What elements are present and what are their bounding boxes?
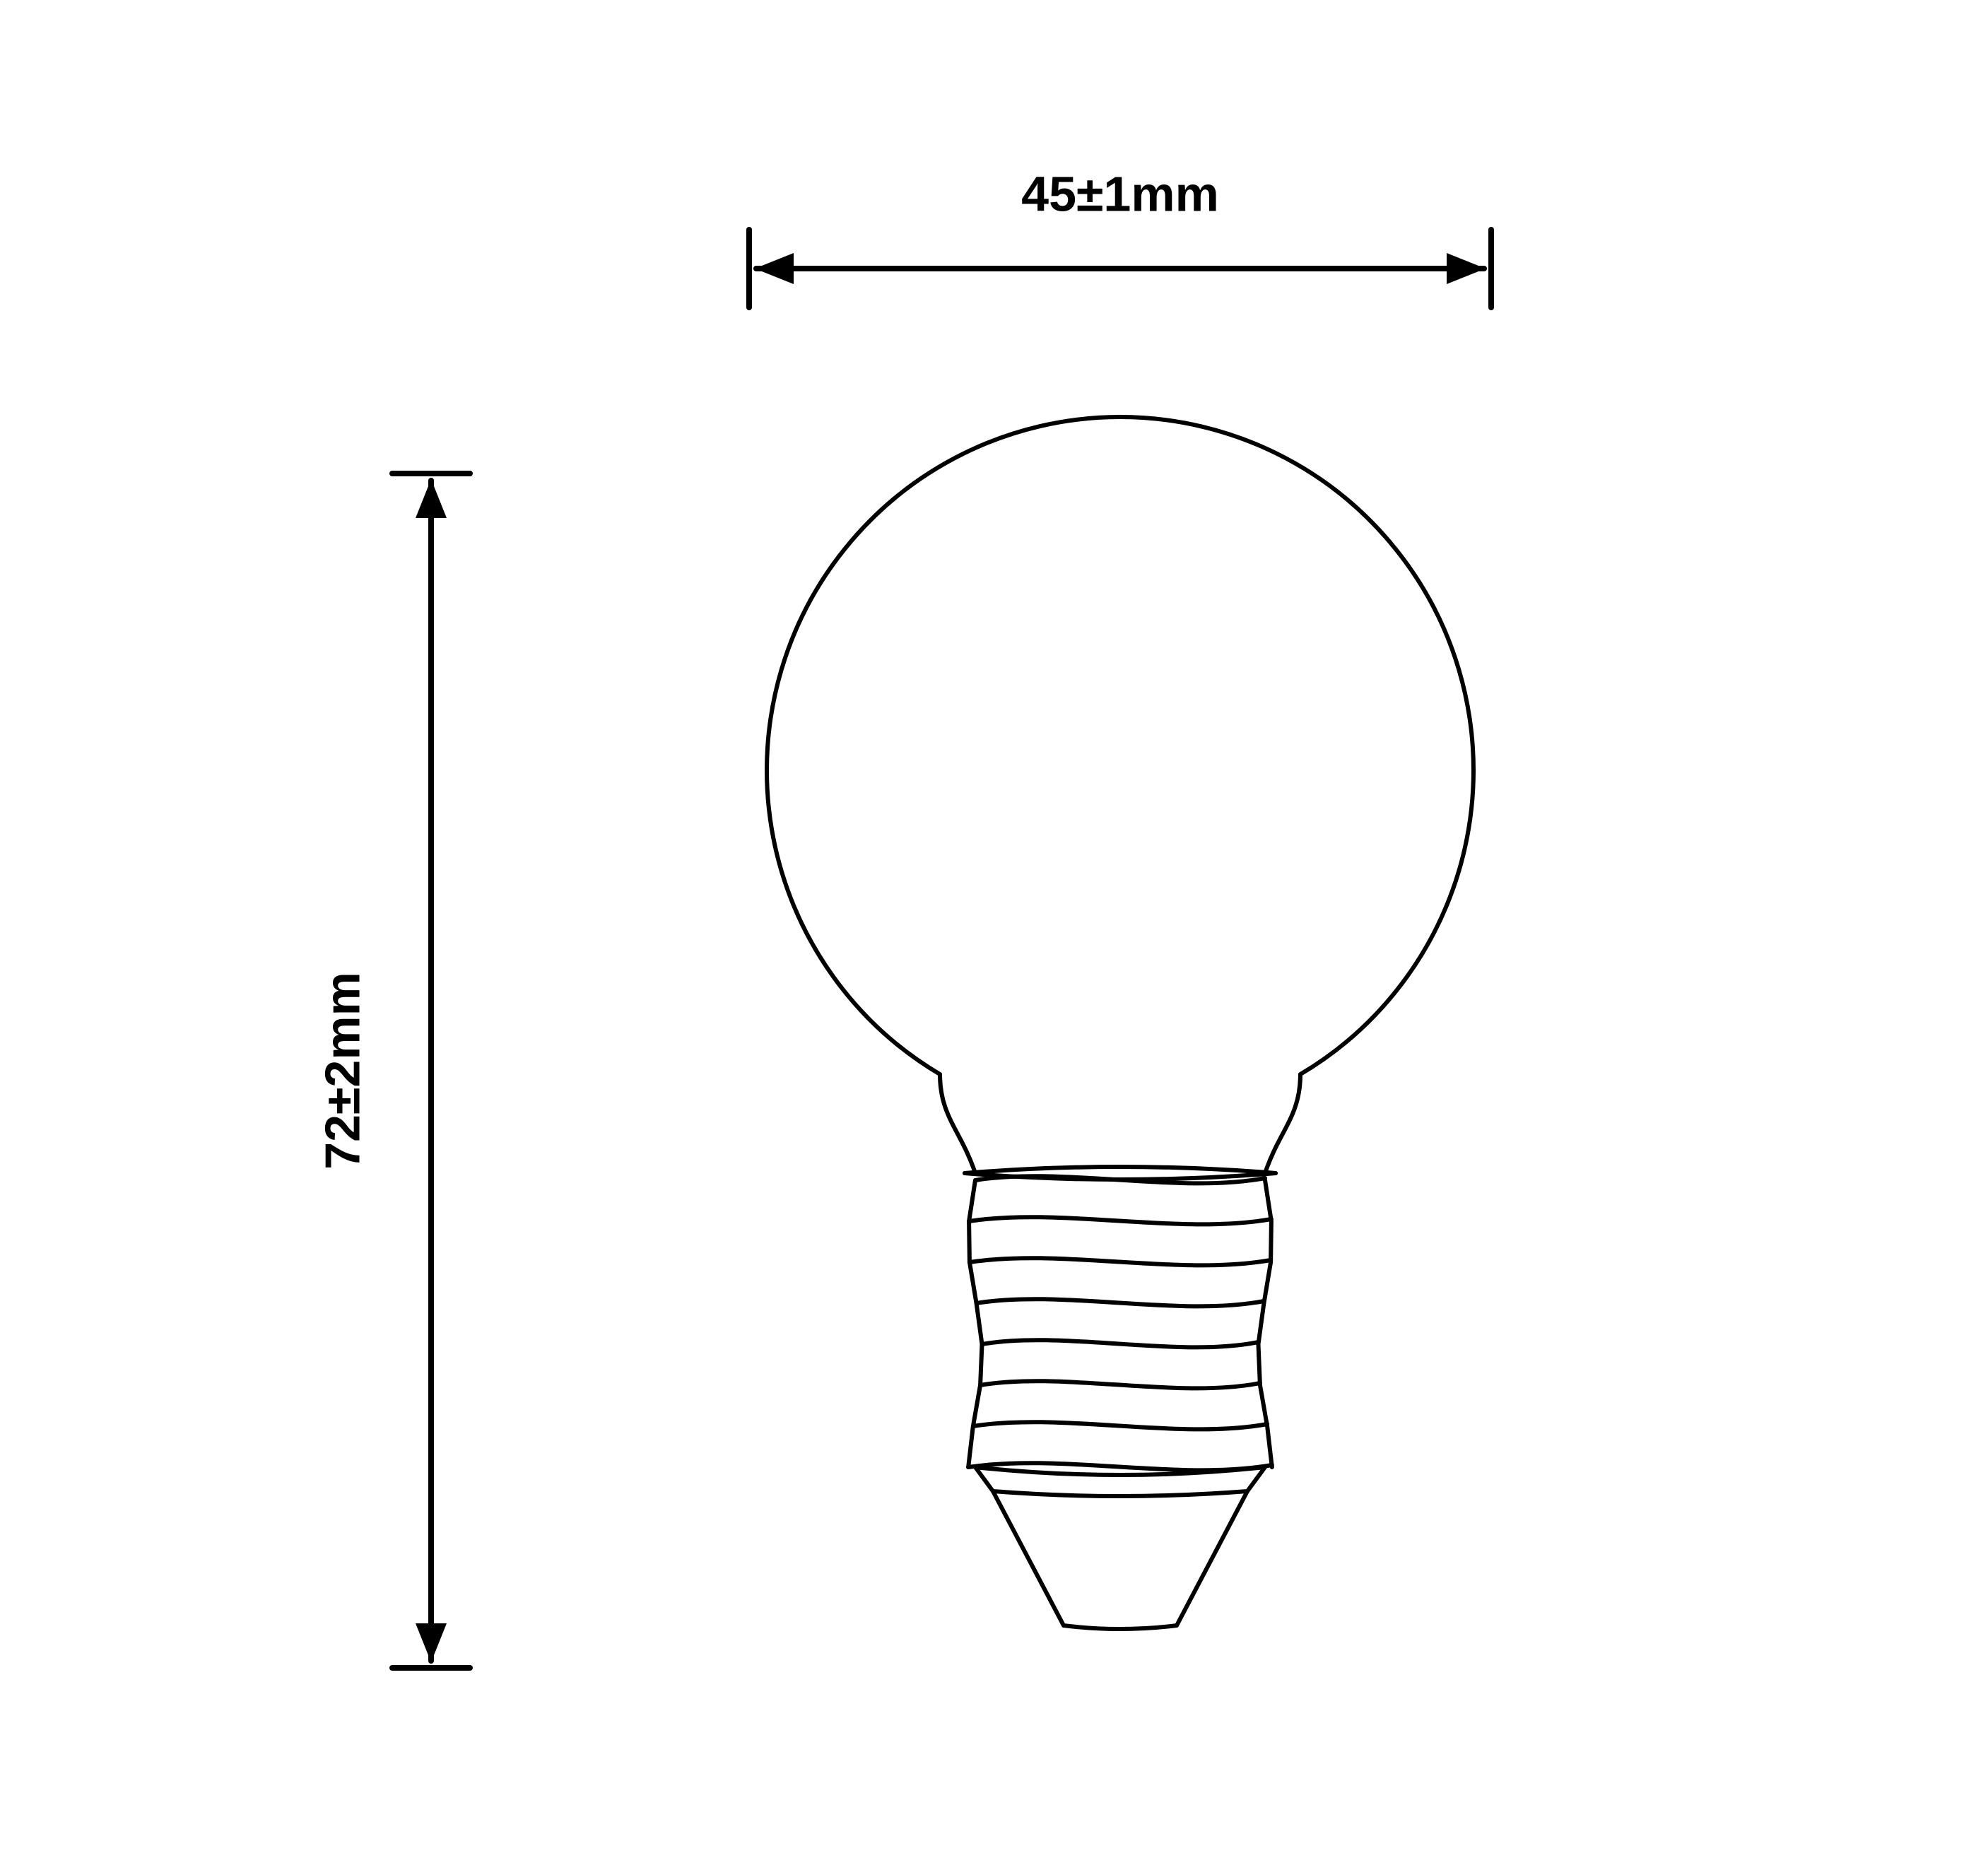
width-dimension-label: 45±1mm — [1021, 166, 1219, 221]
bulb-drawing — [767, 417, 1474, 1629]
height-dimension-label: 72±2mm — [314, 972, 370, 1170]
